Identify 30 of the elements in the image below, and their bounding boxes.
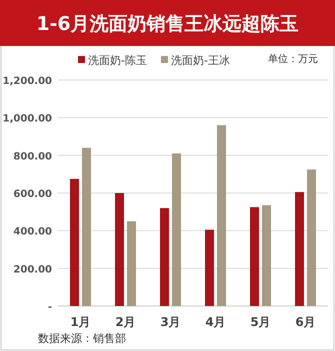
legend-label: 洗面奶-陈玉 [88, 54, 147, 67]
text: 单位：万元 [268, 53, 318, 65]
x-tick-label: 3月 [160, 315, 181, 329]
x-tick-label: 2月 [115, 315, 136, 329]
y-tick-label: - [48, 302, 52, 313]
bar [250, 207, 259, 306]
bar [127, 221, 136, 306]
legend-label: 洗面奶-王冰 [170, 54, 230, 67]
x-tick-label: 6月 [295, 315, 316, 329]
x-tick-label: 1月 [70, 315, 91, 329]
y-tick-label: 400.00 [13, 226, 52, 238]
bar [82, 148, 91, 306]
y-tick-label: 800.00 [13, 151, 52, 162]
bar [172, 153, 181, 306]
bar [70, 178, 79, 306]
y-tick-label: 200.00 [13, 264, 52, 276]
y-tick-label: 1,200.00 [2, 76, 52, 87]
y-tick-label: 1,000.00 [2, 114, 52, 125]
chart-title: 1-6月洗面奶销售王冰远超陈玉 [36, 13, 299, 35]
bar [295, 192, 304, 306]
x-tick-label: 5月 [250, 315, 271, 329]
bar [160, 208, 169, 306]
bar [262, 205, 271, 306]
y-tick-label: 600.00 [13, 189, 52, 200]
x-tick-label: 4月 [205, 315, 226, 329]
bar [307, 169, 316, 306]
source-note: 数据来源：销售部 [38, 332, 126, 345]
bar [217, 125, 226, 306]
bar [205, 230, 214, 306]
bar [115, 193, 124, 306]
